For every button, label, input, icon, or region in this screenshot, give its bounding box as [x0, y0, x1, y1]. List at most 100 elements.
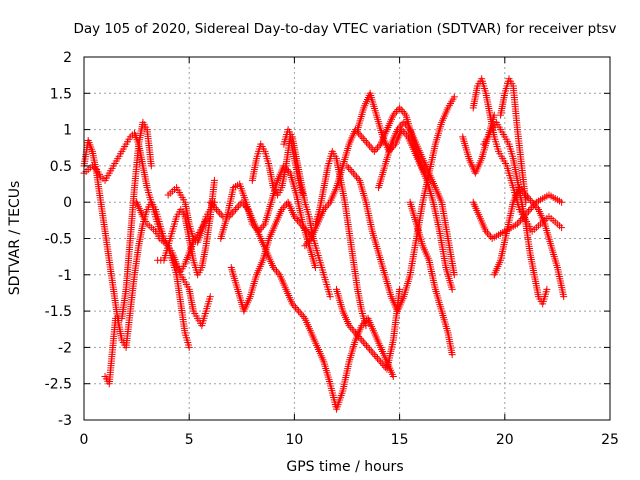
data-marker — [301, 225, 309, 233]
data-marker — [250, 222, 258, 230]
data-point — [558, 224, 566, 232]
series-s3 — [101, 118, 155, 388]
data-point — [343, 162, 351, 170]
data-marker — [401, 120, 409, 128]
data-marker — [209, 202, 217, 210]
series-s23 — [497, 75, 530, 206]
data-marker — [279, 204, 287, 212]
data-marker — [378, 360, 386, 368]
y-tick-label: 1.5 — [50, 86, 72, 102]
data-marker — [214, 207, 222, 215]
series-s6 — [164, 184, 218, 246]
data-marker — [485, 231, 493, 239]
x-tick-label: 5 — [185, 432, 194, 448]
data-marker — [405, 124, 413, 132]
data-marker — [399, 127, 407, 135]
data-marker — [347, 323, 355, 331]
data-marker — [211, 204, 219, 212]
data-point — [513, 220, 521, 228]
data-point — [370, 351, 378, 359]
series-s24 — [459, 111, 498, 177]
series-s14 — [332, 285, 404, 373]
data-marker — [399, 107, 407, 115]
data-marker — [515, 218, 523, 226]
data-point — [362, 322, 370, 330]
data-marker — [352, 173, 360, 181]
data-point — [290, 213, 298, 221]
data-marker — [273, 267, 281, 275]
data-point — [351, 329, 359, 337]
data-point — [210, 176, 218, 184]
y-tick-label: -2.5 — [45, 377, 72, 393]
data-marker — [487, 233, 495, 241]
data-point — [311, 264, 319, 272]
data-marker — [517, 185, 525, 193]
series-s1 — [80, 129, 214, 330]
data-point — [516, 184, 524, 192]
data-marker — [295, 218, 303, 226]
x-tick-label: 25 — [601, 432, 619, 448]
series-s13 — [311, 147, 370, 330]
y-axis-label: SDTVAR / TECUs — [7, 181, 23, 296]
data-point — [147, 162, 155, 170]
data-point — [522, 198, 530, 206]
data-marker — [353, 127, 361, 135]
data-point — [278, 205, 286, 213]
data-point — [448, 351, 456, 359]
data-marker — [367, 144, 375, 152]
data-marker — [306, 236, 314, 244]
data-point — [558, 198, 566, 206]
data-point — [364, 343, 372, 351]
data-point — [326, 293, 334, 301]
data-marker — [325, 200, 333, 208]
data-point — [255, 227, 263, 235]
data-marker — [525, 195, 533, 203]
data-marker — [372, 146, 380, 154]
data-marker — [274, 269, 282, 277]
data-point — [206, 198, 214, 206]
y-tick-label: -2 — [58, 340, 72, 356]
data-marker — [401, 129, 409, 137]
data-marker — [483, 229, 491, 237]
series-s9 — [227, 198, 317, 315]
data-marker — [348, 167, 356, 175]
data-point — [396, 104, 404, 112]
data-marker — [304, 238, 312, 246]
data-marker — [293, 305, 301, 313]
data-marker — [391, 109, 399, 117]
data-marker — [359, 338, 367, 346]
data-marker — [323, 202, 331, 210]
data-point — [288, 300, 296, 308]
data-marker — [354, 175, 362, 183]
data-marker — [517, 216, 525, 224]
data-marker — [392, 107, 400, 115]
y-tick-label: 0 — [63, 195, 72, 211]
data-point — [370, 147, 378, 155]
series-s5 — [154, 176, 218, 279]
data-point — [213, 205, 221, 213]
data-marker — [375, 142, 383, 150]
data-marker — [361, 340, 369, 348]
data-marker — [296, 309, 304, 317]
data-point — [301, 242, 309, 250]
x-axis-label: GPS time / hours — [286, 459, 403, 475]
data-point — [400, 118, 408, 126]
data-marker — [530, 200, 538, 208]
data-marker — [298, 311, 306, 319]
data-point — [526, 205, 534, 213]
data-point — [358, 336, 366, 344]
data-marker — [298, 222, 306, 230]
data-marker — [403, 122, 411, 130]
data-marker — [356, 334, 364, 342]
data-marker — [397, 122, 405, 130]
x-tick-label: 0 — [80, 432, 89, 448]
y-tick-label: -0.5 — [45, 232, 72, 248]
data-marker — [256, 225, 264, 233]
data-marker — [397, 106, 405, 114]
y-tick-label: 1 — [63, 123, 72, 139]
data-marker — [375, 356, 383, 364]
series-s15 — [343, 93, 458, 315]
data-marker — [350, 327, 358, 335]
data-point — [377, 358, 385, 366]
data-marker — [292, 215, 300, 223]
